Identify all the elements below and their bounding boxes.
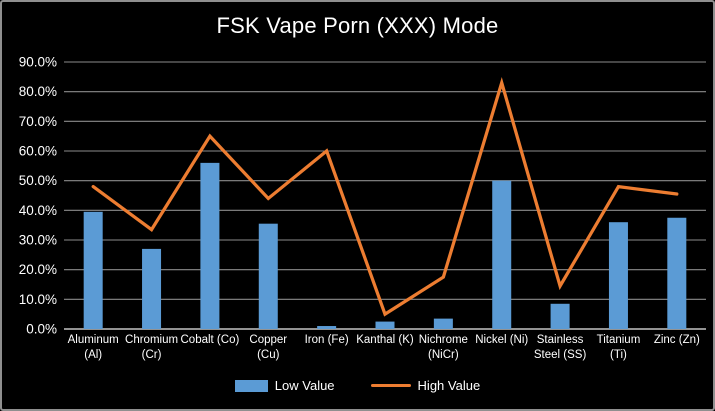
chart-plot-area: 0.0% 10.0% 20.0% 30.0% 40.0% 50.0% 60.0% 70.0% 8… (19, 55, 706, 361)
ytick-label-90: 90.0% (19, 55, 57, 70)
category-label-zinc-zn: Zinc (Zn) (654, 334, 700, 346)
bar-nickel-ni (492, 180, 512, 329)
bar-zinc-zn (667, 217, 687, 329)
legend-label-high-value: High Value (417, 378, 481, 393)
ytick-label-30: 30.0% (19, 233, 57, 248)
bar-titanium-ti (608, 222, 628, 329)
legend-item-low-value: Low Value (234, 378, 335, 393)
category-label-copper-cu: Copper (Cu) (249, 334, 287, 361)
category-label-kanthal-k: Kanthal (K) (356, 334, 414, 346)
category-label-titanium-ti: Titanium (Ti) (597, 334, 641, 361)
legend-swatch-high-value-icon (370, 383, 411, 388)
ytick-label-80: 80.0% (19, 84, 57, 99)
bar-chromium-cr (142, 248, 162, 329)
category-label-nickel-ni: Nickel (Ni) (475, 334, 528, 346)
category-label-stainless-steel-ss: Stainless Steel (SS) (534, 334, 587, 361)
ytick-label-70: 70.0% (19, 114, 57, 129)
chart-title: FSK Vape Porn (XXX) Mode (216, 13, 499, 38)
ytick-label-10: 10.0% (19, 292, 57, 307)
ytick-label-40: 40.0% (19, 203, 57, 218)
category-label-cobalt-co: Cobalt (Co) (181, 334, 240, 346)
ytick-label-50: 50.0% (19, 173, 57, 188)
legend: Low Value High Value (2, 378, 713, 393)
bar-copper-cu (258, 223, 278, 329)
bar-cobalt-co (200, 162, 220, 329)
bar-kanthal-k (375, 321, 395, 329)
category-label-aluminum-al: Aluminum (Al) (68, 334, 119, 361)
category-label-nichrome-nicr: Nichrome (NiCr) (419, 334, 468, 361)
ytick-label-20: 20.0% (19, 262, 57, 277)
legend-item-high-value: High Value (370, 378, 481, 393)
bar-nichrome-nicr (433, 318, 453, 329)
bar-iron-fe (317, 326, 337, 329)
category-label-iron-fe: Iron (Fe) (305, 334, 349, 346)
legend-swatch-low-value-icon (234, 379, 268, 392)
high-value-line (91, 77, 679, 317)
ytick-label-60: 60.0% (19, 144, 57, 159)
bar-stainless-steel-ss (550, 303, 570, 329)
bar-aluminum-al (83, 211, 103, 329)
legend-label-low-value: Low Value (274, 378, 335, 393)
category-label-chromium-cr: Chromium (Cr) (125, 334, 178, 361)
ytick-label-0: 0.0% (26, 322, 57, 337)
